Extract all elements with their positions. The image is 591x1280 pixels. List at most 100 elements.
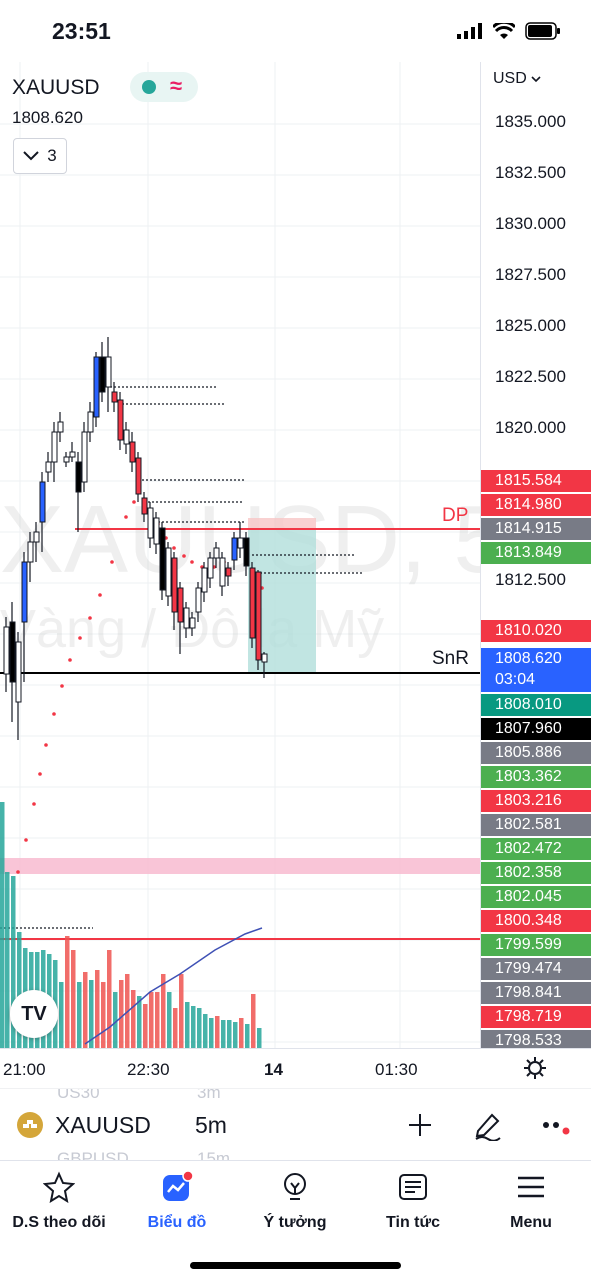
volume-bar <box>215 1016 220 1048</box>
parabolic-sar-dot <box>24 838 28 842</box>
candle-body <box>261 653 268 663</box>
wifi-icon <box>493 23 515 39</box>
time-label-0130: 01:30 <box>375 1060 418 1079</box>
price-level-tag[interactable]: 1808.010 <box>481 694 591 716</box>
candle-body <box>117 399 124 441</box>
plus-icon[interactable] <box>406 1111 434 1139</box>
status-bar: 23:51 <box>0 0 591 62</box>
price-level-tag[interactable]: 1799.474 <box>481 958 591 980</box>
volume-bar <box>65 936 70 1048</box>
more-options-icon[interactable] <box>542 1117 574 1137</box>
candle-body <box>45 461 52 473</box>
candle-body <box>171 557 178 613</box>
candle-body <box>249 567 256 639</box>
candle-body <box>183 607 190 629</box>
chart-icon <box>163 1170 194 1201</box>
candle-body <box>87 411 94 433</box>
time-label-2100: 21:00 <box>3 1060 46 1079</box>
chart-canvas[interactable]: XAUUSD, 5 Vàng / Đô la Mỹ <box>0 62 480 1048</box>
interval-selector[interactable]: 5m <box>195 1112 227 1138</box>
price-level-tag[interactable]: 1807.960 <box>481 718 591 740</box>
price-level-tag[interactable]: 1802.472 <box>481 838 591 860</box>
price-level-tag[interactable]: 1799.599 <box>481 934 591 956</box>
nav-ideas[interactable]: Ý tưởng <box>236 1171 354 1232</box>
price-level-tag[interactable]: 1813.849 <box>481 542 591 564</box>
current-price-tag[interactable]: 1808.620 03:04 <box>481 648 591 692</box>
price-level-tag[interactable]: 1814.980 <box>481 494 591 516</box>
tradingview-logo[interactable]: TV <box>10 990 58 1038</box>
parabolic-sar-dot <box>78 636 82 640</box>
price-level-tag[interactable]: 1805.886 <box>481 742 591 764</box>
nav-chart[interactable]: Biểu đồ <box>118 1170 236 1232</box>
volume-bar <box>185 1002 190 1048</box>
ghost-interval-prev: 3m <box>197 1088 221 1102</box>
market-status-pill[interactable]: ≈ <box>130 72 198 102</box>
dp-label: DP <box>442 505 469 526</box>
chevron-down-icon <box>23 151 39 161</box>
indicators-toggle-button[interactable]: 3 <box>13 138 67 174</box>
parabolic-sar-dot <box>32 802 36 806</box>
volume-ma-line <box>84 927 263 1045</box>
price-level-tag[interactable]: 1814.915 <box>481 518 591 540</box>
candle-body <box>237 537 244 549</box>
price-tick: 1827.500 <box>495 265 566 284</box>
price-level-tag[interactable]: 1802.045 <box>481 886 591 908</box>
volume-bar <box>161 974 166 1048</box>
ghost-symbol-prev: US30 <box>57 1088 100 1102</box>
candle-body <box>195 587 202 613</box>
price-axis[interactable]: USD 1835.000 1832.500 1830.000 1827.500 1825… <box>480 62 591 1052</box>
battery-icon <box>525 22 560 40</box>
price-level-tag[interactable]: 1803.362 <box>481 766 591 788</box>
settings-gear-icon[interactable] <box>523 1056 547 1080</box>
lightbulb-icon <box>284 1173 306 1200</box>
legend-price: 1808.620 <box>12 108 83 127</box>
candle-body <box>75 461 82 493</box>
price-level-tag[interactable]: 1800.348 <box>481 910 591 932</box>
legend-symbol[interactable]: XAUUSD <box>12 76 100 99</box>
ghost-symbol-next: GBPUSD <box>57 1149 129 1160</box>
symbol-selector[interactable]: XAUUSD <box>55 1112 151 1138</box>
price-level-tag[interactable]: 1802.358 <box>481 862 591 884</box>
chart-area[interactable]: XAUUSD, 5 Vàng / Đô la Mỹ DP SnR TV <box>0 62 480 1048</box>
volume-bar <box>131 990 136 1048</box>
price-level-tag[interactable]: 1798.841 <box>481 982 591 1004</box>
price-level-tag[interactable]: 1810.020 <box>481 620 591 642</box>
nav-label-watchlist: D.S theo dõi <box>12 1214 106 1231</box>
signal-icon <box>457 23 482 39</box>
volume-bar <box>107 950 112 1048</box>
time-axis[interactable]: 21:00 22:30 14 01:30 <box>0 1048 591 1088</box>
candle-body <box>189 617 196 629</box>
volume-bar <box>191 1006 196 1048</box>
logo-text: TV <box>21 1002 47 1025</box>
volume-bar <box>167 992 172 1048</box>
price-level-tag[interactable]: 1803.216 <box>481 790 591 812</box>
chart-toolbar: US30 3m GBPUSD 15m XAUUSD 5m <box>0 1088 591 1160</box>
position-stop-zone[interactable] <box>248 518 316 530</box>
price-tick: 1835.000 <box>495 112 566 131</box>
price-level-tag[interactable]: 1798.533 <box>481 1030 591 1052</box>
price-level-tag[interactable]: 1815.584 <box>481 470 591 492</box>
candle-body <box>225 567 232 577</box>
candle-body <box>33 531 40 543</box>
nav-watchlist[interactable]: D.S theo dõi <box>0 1171 118 1232</box>
price-tick: 1830.000 <box>495 214 566 233</box>
nav-menu[interactable]: Menu <box>472 1171 590 1232</box>
drawing-pen-icon[interactable] <box>472 1109 504 1141</box>
parabolic-sar-dot <box>182 554 186 558</box>
wave-icon: ≈ <box>170 73 183 98</box>
bar-countdown: 03:04 <box>495 671 536 688</box>
nav-news[interactable]: Tin tức <box>354 1171 472 1232</box>
price-level-tag[interactable]: 1802.581 <box>481 814 591 836</box>
nav-label-chart: Biểu đồ <box>147 1214 207 1231</box>
supply-zone-band <box>0 858 480 874</box>
price-level-tag[interactable]: 1798.719 <box>481 1006 591 1028</box>
volume-bar <box>233 1022 238 1048</box>
volume-bar <box>137 996 142 1048</box>
currency-select[interactable]: USD <box>493 70 541 88</box>
parabolic-sar-dot <box>88 616 92 620</box>
candle-body <box>69 451 76 458</box>
candle-body <box>57 421 64 433</box>
volume-bar <box>83 972 88 1048</box>
parabolic-sar-dot <box>68 658 72 662</box>
candle-body <box>39 481 46 523</box>
